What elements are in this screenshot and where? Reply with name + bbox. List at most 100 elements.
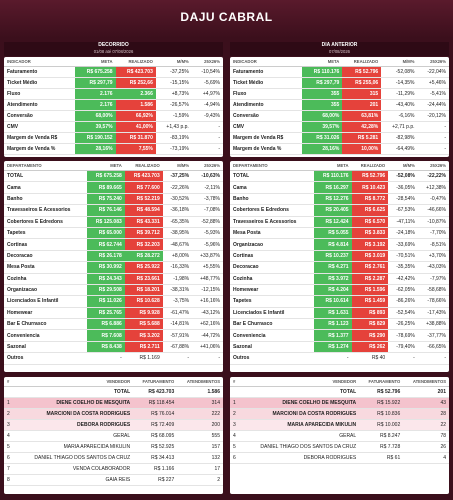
period-label: DECORRIDO [98,42,129,48]
table-row: CMV 39,57% 42,28% +2,71 p.p. - [230,121,449,133]
table-cell: 39,57% [75,121,116,133]
table-cell: 68,00% [301,110,343,122]
table-cell: R$ 23.661 [124,273,163,285]
table-cell: R$ 16.297 [313,181,352,194]
table-row: Cobertores E Edredons R$ 20.405 R$ 6.625 -6… [230,204,449,217]
table-cell: Travesseiros E Acessorios [230,216,314,228]
table-cell: R$ 28.272 [124,250,163,263]
table-cell: +3,70% [417,250,449,263]
table-cell: -24,18% [388,227,418,240]
table-cell: -9,43% [191,110,223,122]
table-row: Organizacao R$ 29.508 R$ 18.201 -38,31% -12,… [4,284,223,297]
table-cell: R$ 4.271 [313,261,352,274]
column-header: REALIZADO [342,57,382,67]
table-cell: MARIA APARECIDA MIKULIN [14,441,134,453]
table-cell: R$ 25.922 [124,261,163,274]
table-cell: -52,54% [388,307,418,320]
table-cell: R$ 31.870 [115,132,156,144]
table-cell: Margem de Venda R$ [230,132,302,144]
table-cell: - [313,352,352,365]
table-cell: -24,44% [417,99,449,111]
table-row: Conveniencia R$ 1.377 R$ 290 -78,69% -37,77% [230,329,449,342]
table-row: Tapetes R$ 10.614 R$ 1.459 -86,26% -78,66% [230,295,449,308]
table-cell: 78 [403,430,449,442]
seller-row: 8 GAIA REIS R$ 227 2 [4,474,223,486]
table-cell: 2 [4,408,15,420]
column-header: ATENDIMENTOS [403,377,449,387]
column-header: REALIZADO [351,161,389,171]
table-cell: -26,25% [388,318,418,331]
table-cell: R$ 10.614 [313,295,352,308]
table-cell: R$ 52.925 [133,441,178,453]
table-cell: 5 [230,441,241,453]
seller-row: 6 DANIEL THIAGO DOS SANTOS DA CRUZ R$ 34.4… [4,452,223,464]
table-row: Faturamento R$ 675.258 R$ 423.703 -37,25% -1… [4,66,223,78]
table-cell: R$ 190.152 [75,132,116,144]
table-cell: Cama [4,181,87,194]
table-cell: -0,47% [417,193,449,206]
departments-table: DEPARTAMENTO META REALIZADO M/M% 25X26% TOTAL… [230,161,449,365]
table-cell: -14,81% [162,318,193,331]
table-cell: 66,92% [115,110,156,122]
indicators-panel: INDICADOR META REALIZADO M/M% 25X26% Faturame… [230,57,449,157]
table-cell: R$ 77.600 [124,181,163,194]
table-cell: +41,06% [192,341,223,354]
header-row: DEPARTAMENTO META REALIZADO M/M% 25X26% [4,161,223,171]
table-cell: Fluxo [4,88,76,100]
table-cell: - [388,352,418,365]
table-cell: MARCIONI DA COSTA RODRIGUES [14,408,134,420]
table-cell: -79,40% [388,341,418,354]
table-cell: -46,66% [417,204,449,217]
table-cell: -5,41% [417,88,449,100]
table-row: Bar E Churrasco R$ 1.123 R$ 829 -26,25% +38,… [230,318,449,331]
table-cell: -2,11% [192,181,223,194]
table-cell: R$ 423.703 [133,386,178,398]
table-cell: -7,70% [417,227,449,240]
seller-row: 5 DANIEL THIAGO DOS SANTOS DA CRUZ R$ 7.72… [230,441,449,453]
table-cell: Sazonal [230,341,314,354]
table-row: CMV 39,57% 41,00% +1,43 p.p. - [4,121,223,133]
table-cell: DEBORA RODRIGUES [14,419,134,431]
table-cell: 43 [403,397,449,409]
table-cell: - [417,352,449,365]
table-row: Cobertores E Edredons R$ 125.083 R$ 43.331… [4,216,223,228]
table-cell: R$ 1.274 [313,341,352,354]
column-header: 25X26% [417,161,449,171]
table-row: Mesa Posta R$ 30.992 R$ 25.922 -16,33% +5,55… [4,261,223,274]
table-cell: R$ 10.423 [351,181,389,194]
table-cell: Cobertores E Edredons [230,204,314,217]
table-cell: R$ 1.459 [351,295,389,308]
table-cell: 4 [403,452,449,464]
table-cell: CMV [4,121,76,133]
table-cell: -5,96% [192,238,223,251]
table-cell: R$ 262 [351,341,389,354]
table-cell: +5,55% [192,261,223,274]
table-cell: TOTAL [4,170,87,183]
table-cell: Cama [230,181,314,194]
table-cell: -43,12% [192,307,223,320]
table-row: Licenciados E Infantil R$ 11.026 R$ 10.628… [4,295,223,308]
table-cell: R$ 2.711 [124,341,163,354]
table-cell: Faturamento [4,66,76,78]
header-row: DEPARTAMENTO META REALIZADO M/M% 25X26% [230,161,449,171]
table-row: Conversão 68,00% 66,92% -1,59% -9,43% [4,110,223,122]
total-row: TOTAL R$ 423.703 1.586 [4,386,223,398]
period-label: DIA ANTERIOR [321,42,358,48]
table-cell: Cozinha [230,273,314,285]
sellers-panel: # VENDEDOR FATURAMENTO ATENDIMENTOS TOTAL R$ … [4,377,223,494]
table-cell: 2.176 [75,88,116,100]
table-cell: -82,98% [381,132,418,144]
table-cell: DIENE COELHO DE MESQUITA [14,397,134,409]
table-cell: -43,40% [381,99,418,111]
column-header: FATURAMENTO [359,377,404,387]
table-cell: -17,43% [417,307,449,320]
table-cell: R$ 893 [351,307,389,320]
table-cell: R$ 89.665 [86,181,125,194]
table-cell: R$ 4.204 [313,284,352,297]
column-header: META [313,161,352,171]
table-cell: -57,91% [162,329,193,342]
table-cell: -8,51% [417,238,449,251]
table-cell: Banho [4,193,87,206]
table-cell: 157 [177,441,223,453]
table-cell: R$ 3.192 [351,238,389,251]
